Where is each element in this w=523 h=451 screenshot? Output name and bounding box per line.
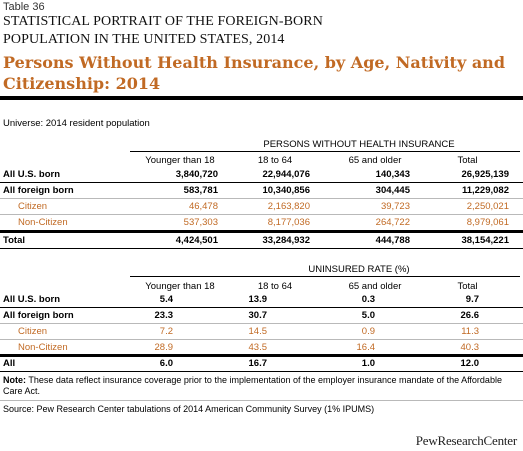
section2-header-rule [130, 276, 520, 277]
s2-cell: 11.3 [461, 326, 479, 337]
s2-row-label-us-born: All U.S. born [3, 294, 60, 305]
note-label: Note: [3, 375, 26, 385]
source-note: Source: Pew Research Center tabulations … [3, 404, 375, 414]
s1-cell: 22,944,076 [262, 169, 310, 180]
s1-cell: 33,284,932 [262, 235, 310, 246]
s1-cell: 444,788 [375, 235, 410, 246]
s1-cell: 39,723 [380, 201, 410, 212]
s2-row-label-citizen: Citizen [18, 326, 48, 337]
s1-cell: 10,340,856 [262, 185, 310, 196]
s1-col-younger-than-18: Younger than 18 [145, 155, 215, 166]
section1-header-rule [130, 151, 520, 152]
s1-col-65-and-older: 65 and older [348, 155, 402, 166]
s2-row-label-non-citizen: Non-Citizen [18, 342, 68, 353]
section2-header: UNINSURED RATE (%) [308, 264, 410, 275]
s2-col-65-and-older: 65 and older [348, 281, 402, 292]
s2-row-label-all: All [3, 358, 16, 369]
table-title: Persons Without Health Insurance, by Age… [3, 52, 505, 94]
s1-row-label-citizen: Citizen [18, 201, 48, 212]
s2-cell: 28.9 [154, 342, 174, 353]
s1-cell: 8,177,036 [267, 217, 310, 228]
s1-cell: 583,781 [183, 185, 218, 196]
s1-row-label-non-citizen: Non-Citizen [18, 217, 68, 228]
s2-cell: 0.3 [361, 294, 375, 305]
s1-row-rule [0, 182, 523, 183]
s1-cell: 304,445 [375, 185, 410, 196]
table-number: Table 36 [3, 1, 45, 13]
table-supertitle: STATISTICAL PORTRAIT OF THE FOREIGN-BORN… [3, 13, 323, 49]
s2-row-label-foreign-born: All foreign born [3, 310, 74, 321]
s2-cell: 7.2 [159, 326, 173, 337]
s1-cell: 2,163,820 [267, 201, 310, 212]
s2-cell: 12.0 [460, 358, 480, 369]
s2-cell: 40.3 [460, 342, 480, 353]
header-rule [0, 96, 523, 100]
s2-cell: 5.4 [159, 294, 173, 305]
s2-cell: 14.5 [248, 326, 268, 337]
s1-row-label-foreign-born: All foreign born [3, 185, 74, 196]
s2-cell: 5.0 [361, 310, 375, 321]
s1-row-label-total: Total [3, 235, 25, 246]
s1-cell: 264,722 [375, 217, 410, 228]
note-rule [0, 400, 523, 401]
s1-cell: 2,250,021 [466, 201, 509, 212]
s1-bottom-rule [0, 248, 523, 249]
title-line-2: Citizenship: 2014 [3, 74, 161, 93]
s2-cell: 13.9 [248, 294, 268, 305]
s1-cell: 8,979,061 [466, 217, 509, 228]
title-line-1: Persons Without Health Insurance, by Age… [3, 53, 505, 72]
s1-row-rule [0, 198, 523, 199]
s2-cell: 1.0 [361, 358, 375, 369]
s1-cell: 38,154,221 [461, 235, 509, 246]
s1-cell: 140,343 [375, 169, 410, 180]
s2-col-18-to-64: 18 to 64 [257, 281, 293, 292]
s1-cell: 11,229,082 [461, 185, 509, 196]
s1-cell: 26,925,139 [461, 169, 509, 180]
section1-header: PERSONS WITHOUT HEALTH INSURANCE [263, 139, 455, 150]
s2-cell: 30.7 [248, 310, 268, 321]
s2-cell: 26.6 [460, 310, 480, 321]
s1-col-18-to-64: 18 to 64 [257, 155, 293, 166]
note-text: These data reflect insurance coverage pr… [3, 375, 502, 396]
s2-cell: 9.7 [465, 294, 479, 305]
s1-cell: 4,424,501 [175, 235, 218, 246]
pew-research-logo: PewResearchCenter [415, 433, 517, 448]
s2-row-rule [0, 323, 523, 324]
s2-row-rule [0, 307, 523, 308]
s1-row-label-us-born: All U.S. born [3, 169, 60, 180]
universe-note: Universe: 2014 resident population [3, 118, 150, 129]
s2-cell: 0.9 [361, 326, 375, 337]
s2-cell: 16.7 [248, 358, 268, 369]
s1-row-rule [0, 214, 523, 215]
s1-cell: 3,840,720 [175, 169, 218, 180]
s1-total-rule [0, 230, 523, 233]
s2-total-rule [0, 354, 523, 357]
s2-col-total: Total [457, 281, 478, 292]
table-note: Note: These data reflect insurance cover… [3, 375, 518, 397]
s1-col-total: Total [457, 155, 478, 166]
s2-col-younger-than-18: Younger than 18 [145, 281, 215, 292]
s2-bottom-rule [0, 371, 523, 372]
s1-cell: 537,303 [183, 217, 218, 228]
s2-row-rule [0, 339, 523, 340]
s1-cell: 46,478 [188, 201, 218, 212]
supertitle-line-1: STATISTICAL PORTRAIT OF THE FOREIGN-BORN [3, 14, 323, 29]
s2-cell: 23.3 [154, 310, 174, 321]
s2-cell: 43.5 [248, 342, 268, 353]
s2-cell: 6.0 [159, 358, 173, 369]
supertitle-line-2: POPULATION IN THE UNITED STATES, 2014 [3, 32, 285, 47]
s2-cell: 16.4 [356, 342, 376, 353]
